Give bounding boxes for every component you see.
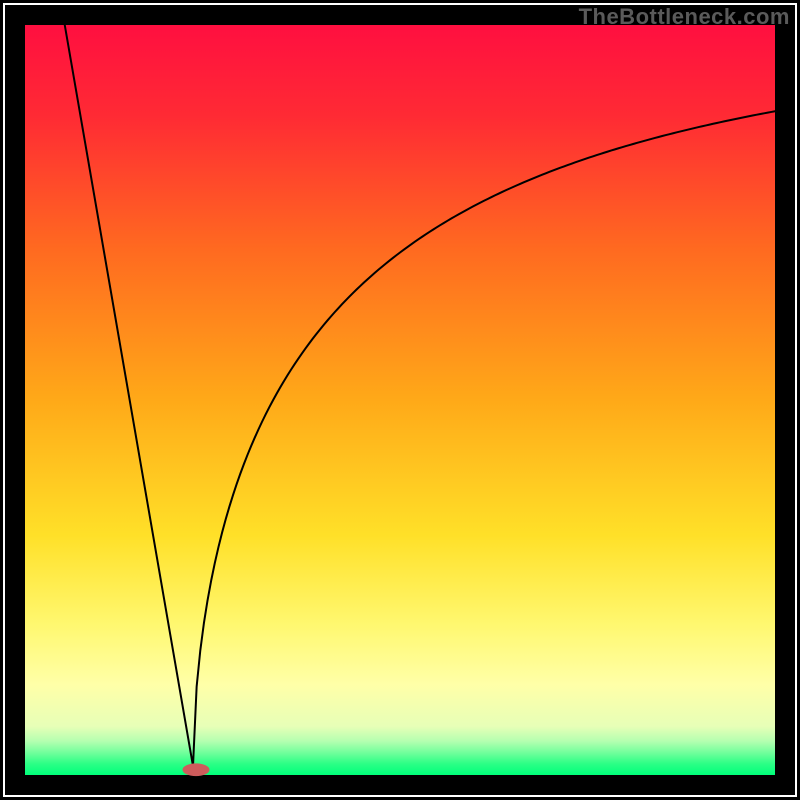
plot-gradient-background bbox=[25, 25, 775, 775]
vertex-marker bbox=[183, 763, 210, 776]
chart-svg bbox=[0, 0, 800, 800]
watermark-text: TheBottleneck.com bbox=[579, 4, 790, 30]
